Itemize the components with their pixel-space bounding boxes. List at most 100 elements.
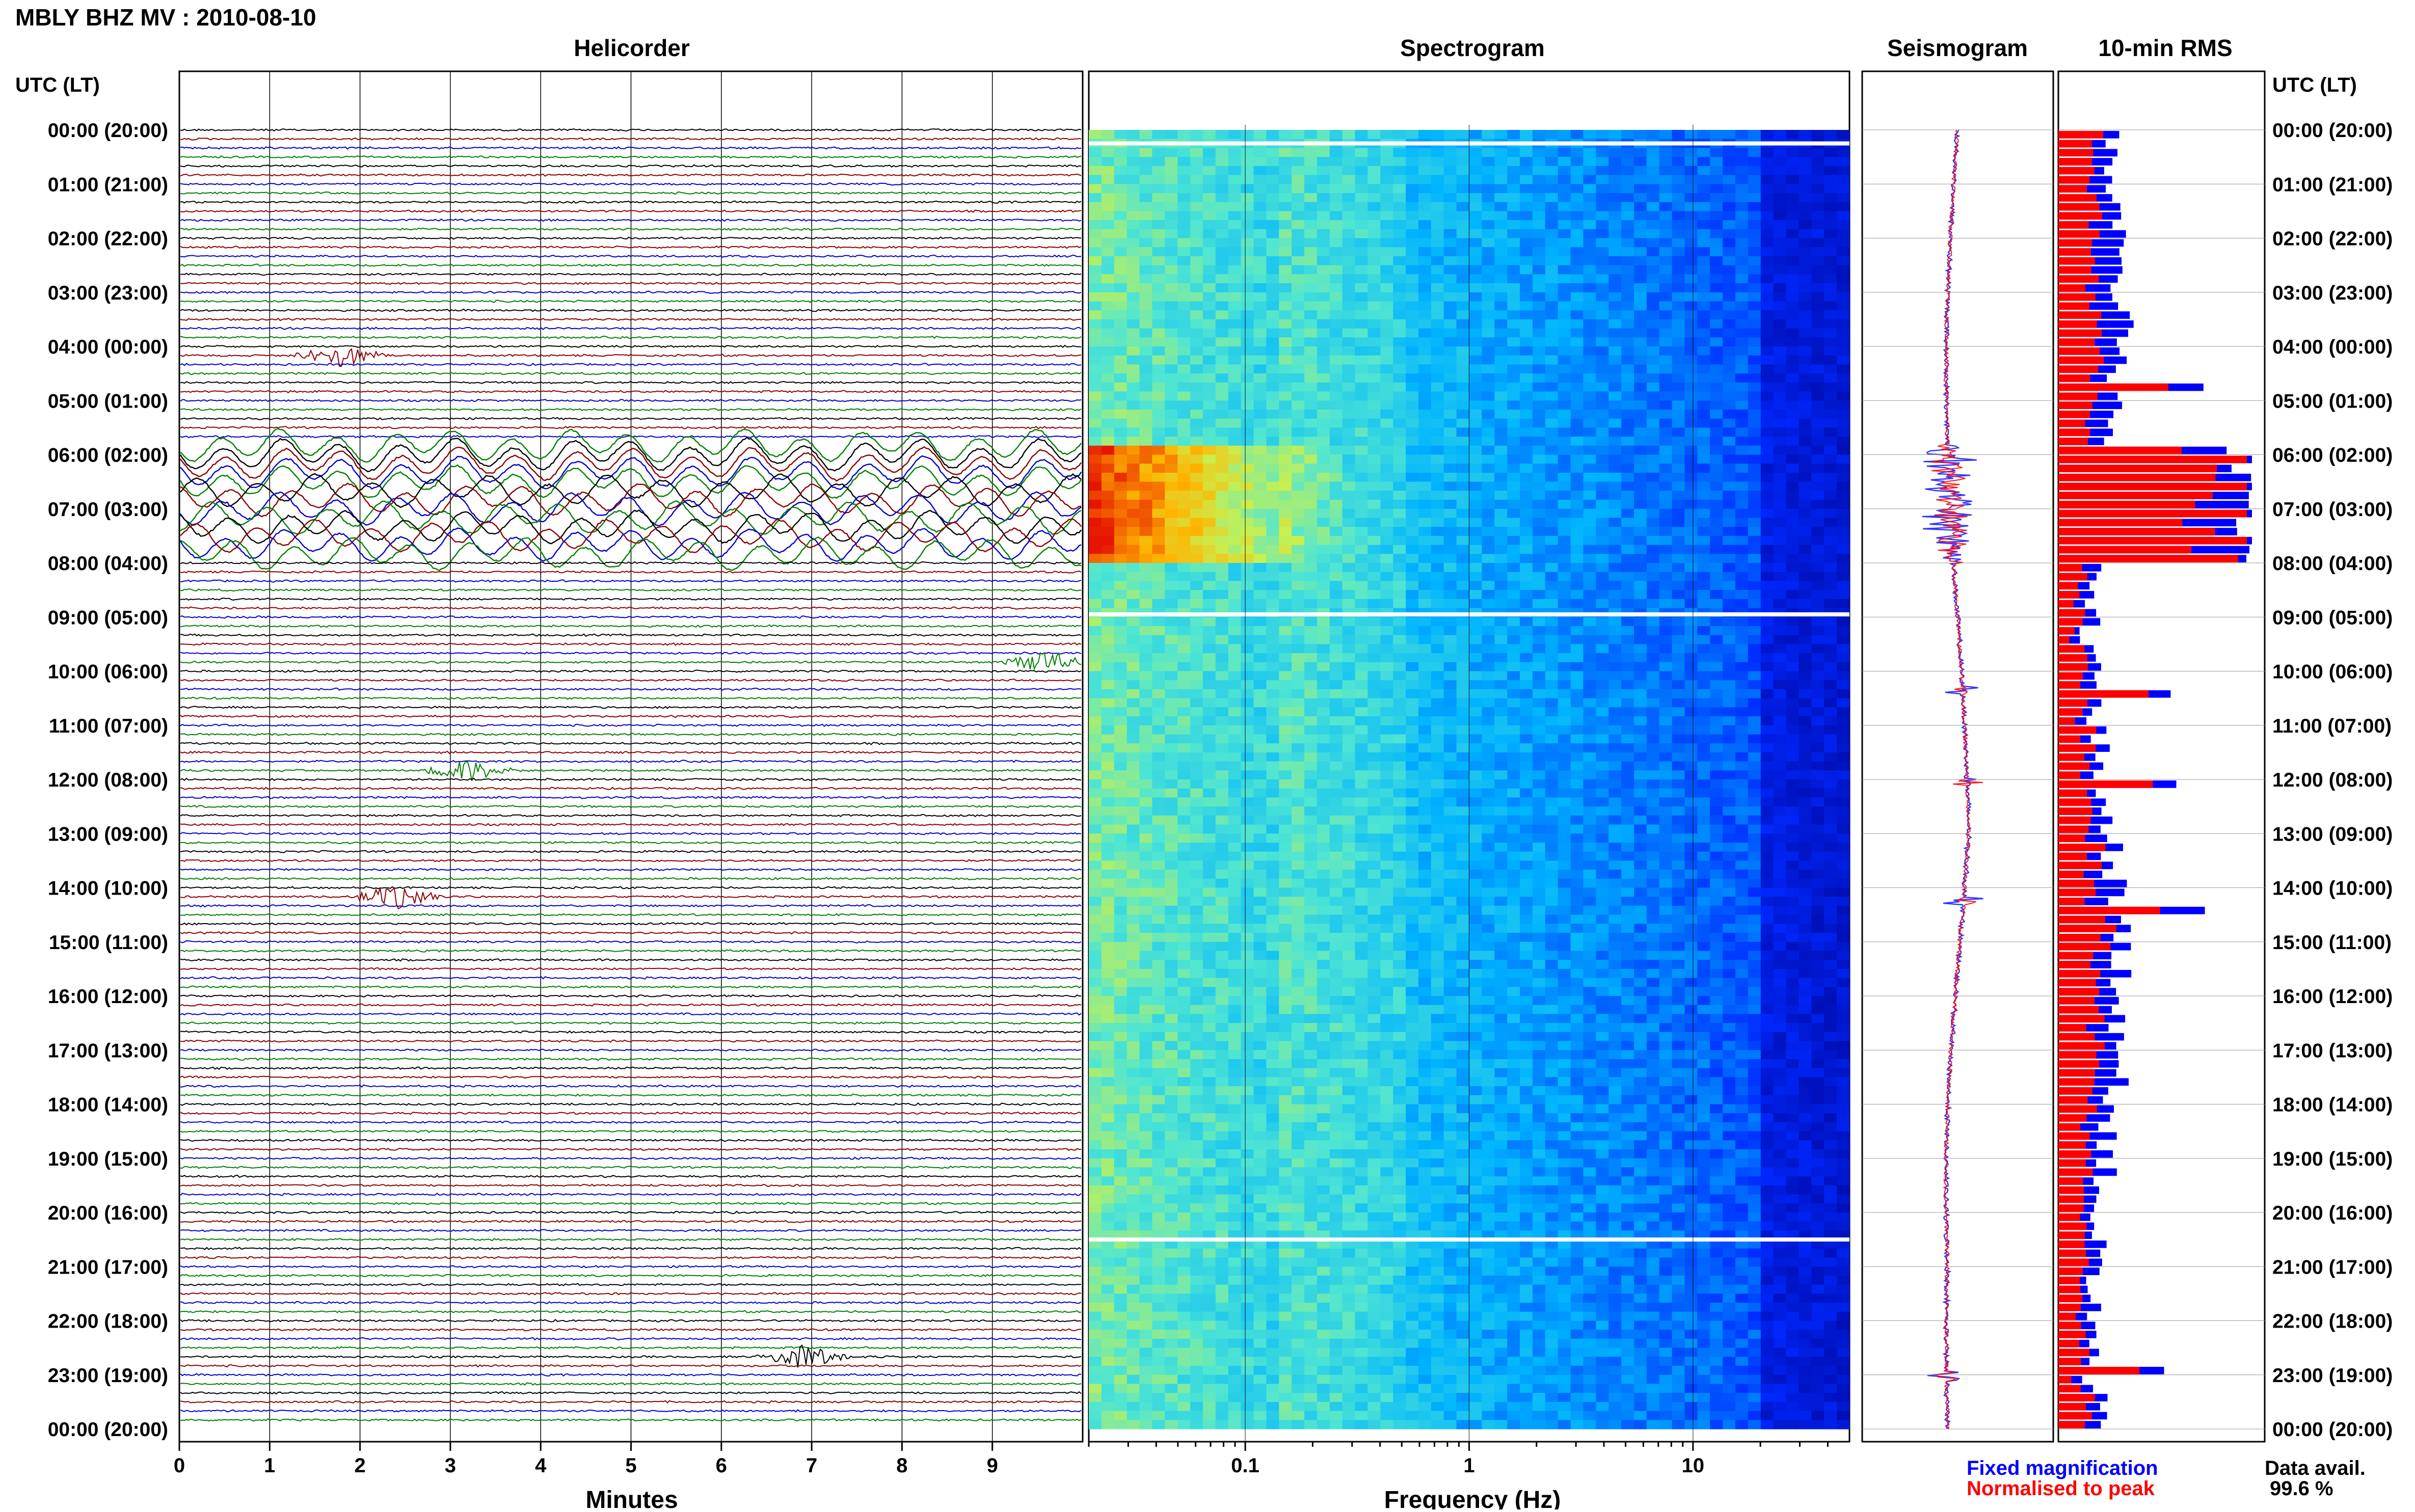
spectrogram-cell [1457,392,1470,401]
spectrogram-cell [1748,130,1761,139]
spectrogram-cell [1393,527,1406,536]
spectrogram-cell [1355,283,1369,292]
spectrogram-cell [1216,527,1229,536]
spectrogram-cell [1304,419,1318,428]
spectrogram-cell [1596,554,1609,563]
spectrogram-cell [1254,797,1267,806]
spectrogram-cell [1533,184,1546,193]
spectrogram-cell [1279,581,1292,590]
spectrogram-cell [1089,337,1102,346]
spectrogram-cell [1608,337,1622,346]
spectrogram-cell [1533,527,1546,536]
spectrogram-cell [1457,265,1470,275]
spectrogram-cell [1165,310,1178,319]
spectrogram-cell [1799,283,1812,292]
spectrogram-cell [1583,455,1596,464]
spectrogram-cell [1367,725,1381,735]
spectrogram-cell [1774,572,1787,581]
spectrogram-cell [1634,220,1647,229]
spectrogram-cell [1418,743,1432,752]
spectrogram-cell [1216,635,1229,644]
spectrogram-cell [1114,752,1128,762]
spectrogram-cell [1266,383,1279,392]
spectrogram-cell [1634,383,1647,392]
spectrogram-cell [1558,644,1571,653]
spectrogram-cell [1431,400,1444,410]
spectrogram-cell [1723,626,1736,635]
spectrogram-cell [1558,545,1571,554]
spectrogram-cell [1254,617,1267,626]
spectrogram-cell [1571,148,1584,157]
spectrogram-cell [1507,599,1520,608]
spectrogram-cell [1367,716,1381,725]
spectrogram-cell [1190,392,1203,401]
spectrogram-cell [1431,356,1444,365]
spectrogram-cell [1102,356,1115,365]
spectrogram-cell [1811,725,1824,735]
spectrogram-cell [1431,319,1444,329]
spectrogram-cell [1811,689,1824,698]
spectrogram-cell [1165,364,1178,373]
spectrogram-cell [1799,707,1812,716]
spectrogram-cell [1102,346,1115,356]
spectrogram-cell [1571,599,1584,608]
spectrogram-cell [1571,473,1584,482]
spectrogram-cell [1748,779,1761,789]
spectrogram-cell [1177,536,1191,545]
spectrogram-cell [1457,509,1470,518]
spectrogram-cell [1317,157,1330,166]
spectrogram-cell [1457,680,1470,689]
spectrogram-cell [1177,265,1191,275]
spectrogram-cell [1317,725,1330,735]
spectrogram-cell [1672,789,1685,798]
spectrogram-cell [1558,247,1571,256]
spectrogram-cell [1380,500,1393,509]
spectrogram-cell [1596,473,1609,482]
spectrogram-cell [1761,590,1774,599]
spectrogram-cell [1254,491,1267,500]
spectrogram-cell [1469,256,1483,265]
spectrogram-cell [1824,446,1837,455]
spectrogram-cell [1152,491,1165,500]
spectrogram-cell [1697,536,1710,545]
spectrogram-cell [1545,211,1559,220]
spectrogram-cell [1317,554,1330,563]
spectrogram-cell [1304,247,1318,256]
spectrogram-cell [1292,545,1305,554]
spectrogram-cell [1330,175,1343,184]
spectrogram-cell [1545,274,1559,283]
spectrogram-cell [1710,599,1723,608]
spectrogram-cell [1799,716,1812,725]
spectrogram-cell [1520,797,1533,806]
spectrogram-cell [1102,797,1115,806]
spectrogram-cell [1355,735,1369,744]
spectrogram-cell [1786,302,1800,311]
spectrogram-cell [1735,229,1749,238]
spectrogram-cell [1177,626,1191,635]
spectrogram-cell [1507,175,1520,184]
spectrogram-cell [1330,762,1343,771]
spectrogram-cell [1317,816,1330,825]
spectrogram-cell [1177,843,1191,852]
spectrogram-cell [1533,599,1546,608]
spectrogram-cell [1216,373,1229,383]
spectrogram-cell [1343,743,1356,752]
spectrogram-cell [1292,500,1305,509]
spectrogram-cell [1507,572,1520,581]
spectrogram-cell [1748,427,1761,437]
spectrogram-cell [1533,789,1546,798]
spectrogram-cell [1355,184,1369,193]
spectrogram-cell [1241,157,1254,166]
spectrogram-cell [1241,337,1254,346]
spectrogram-cell [1203,617,1216,626]
spectrogram-cell [1672,770,1685,779]
spectrogram-cell [1685,527,1698,536]
spectrogram-cell [1343,617,1356,626]
spectrogram-cell [1317,482,1330,491]
spectrogram-cell [1520,509,1533,518]
spectrogram-cell [1152,716,1165,725]
spectrogram-cell [1533,175,1546,184]
spectrogram-cell [1367,455,1381,464]
spectrogram-cell [1710,572,1723,581]
spectrogram-cell [1127,735,1140,744]
